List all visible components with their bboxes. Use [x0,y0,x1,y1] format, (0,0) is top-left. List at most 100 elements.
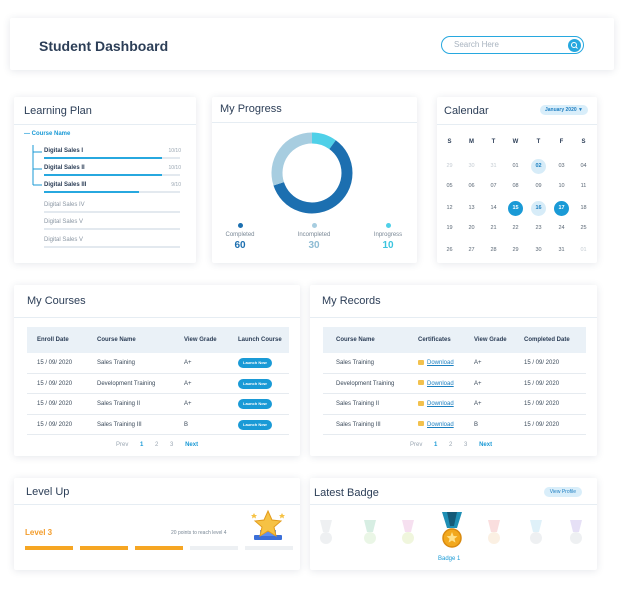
records-table: Course Name Certificates View Grade Comp… [323,327,586,435]
pager-page-1[interactable]: 1 [140,442,144,448]
calendar-day[interactable]: 20 [468,225,475,231]
download-link[interactable]: Download [427,401,454,407]
month-selector[interactable]: January 2020 ▼ [539,105,588,115]
latest-badge-card: Latest Badge View Profile Badge 1 [310,478,597,570]
table-row: Development Training Download A+ 15 / 09/ 2… [323,374,586,394]
launch-now-button[interactable]: Launch Now [238,399,272,409]
launch-cell: Launch Now [238,394,272,414]
pager-next[interactable]: Next [479,442,493,448]
learning-plan-item[interactable]: Digital Sales V [44,237,84,243]
view-grade: A+ [474,401,482,407]
progress-stat: Completed 60 [210,223,270,251]
my-progress-card: My Progress Completed 60 Incompleted 30 Inpr… [212,97,417,263]
progress-stat: Inprogress 10 [358,223,418,251]
search-input[interactable]: Search Here [441,36,584,54]
calendar-day[interactable]: 07 [490,183,497,189]
completed-date: 15 / 09/ 2020 [524,380,560,387]
calendar-day[interactable]: 23 [535,225,542,231]
calendar-day[interactable]: 18 [580,205,587,211]
calendar-day[interactable]: 14 [490,205,497,211]
level-hint: 20 points to reach level 4 [171,530,227,536]
launch-now-button[interactable]: Launch Now [238,419,272,430]
calendar-day[interactable]: 09 [535,183,542,189]
pager-prev[interactable]: Prev [410,442,423,448]
learning-plan-item[interactable]: Digital Sales IV [44,202,85,208]
table-row: Sales Training II Download A+ 15 / 09/ 2020 [323,394,586,415]
learning-plan-item[interactable]: Digital Sales III [44,182,87,188]
calendar-day[interactable]: 24 [558,225,565,231]
divider [310,504,597,505]
stat-label: Inprogress [373,232,403,238]
calendar-day[interactable]: 21 [490,225,497,231]
badge-ghost-icon [402,520,414,544]
calendar-day[interactable]: 31 [558,247,565,253]
pager-page-2[interactable]: 2 [155,442,159,448]
learning-plan-score: 10/10 [168,165,181,171]
launch-now-button[interactable]: Launch Now [238,358,272,368]
progress-title: My Progress [220,103,282,115]
calendar-day[interactable]: 01 [580,247,587,253]
course-name: Sales Training III [97,421,142,428]
tree-connector [32,145,42,186]
calendar-day[interactable]: 02 [531,159,546,174]
donut-slice-inprogress [311,132,336,150]
pager-page-1[interactable]: 1 [434,442,438,448]
page-title: Student Dashboard [39,38,169,54]
calendar-day[interactable]: 27 [468,247,475,253]
table-row: 15 / 09/ 2020 Sales Training III B Launch N… [27,415,289,435]
calendar-day[interactable]: 22 [512,225,519,231]
calendar-card: Calendar January 2020 ▼ S M T W T F S 29 30 31 01 0… [437,97,597,263]
pager-page-2[interactable]: 2 [449,442,453,448]
legend-dot [237,223,243,228]
view-profile-button[interactable]: View Profile [543,487,582,497]
learning-plan-item[interactable]: Digital Sales V [44,219,84,225]
calendar-day[interactable]: 05 [446,183,453,189]
calendar-day[interactable]: 13 [468,205,475,211]
certificate-cell: Download [418,415,454,435]
calendar-day[interactable]: 06 [468,183,475,189]
calendar-day[interactable]: 26 [446,247,453,253]
launch-now-button[interactable]: Launch Now [238,378,272,389]
pager-page-3[interactable]: 3 [464,442,468,448]
col-enroll-date: Enroll Date [37,337,69,343]
legend-dot [311,223,317,228]
course-name: Sales Training [97,360,136,366]
calendar-day[interactable]: 17 [554,201,569,216]
download-link[interactable]: Download [427,380,454,387]
calendar-day[interactable]: 30 [535,247,542,253]
calendar-day[interactable]: 25 [580,225,587,231]
calendar-day[interactable]: 15 [508,201,523,216]
learning-plan-item[interactable]: Digital Sales II [44,165,85,171]
calendar-day[interactable]: 29 [446,163,453,169]
pager-prev[interactable]: Prev [116,442,129,448]
learning-plan-item[interactable]: Digital Sales I [44,148,84,154]
table-row: 15 / 09/ 2020 Sales Training A+ Launch Now [27,353,289,374]
calendar-day[interactable]: 31 [490,163,497,169]
download-link[interactable]: Download [427,360,454,366]
calendar-day[interactable]: 11 [580,183,587,189]
calendar-day[interactable]: 29 [512,247,519,253]
weekday-label: S [447,139,452,145]
launch-cell: Launch Now [238,374,272,394]
calendar-day[interactable]: 30 [468,163,475,169]
search-icon[interactable] [568,39,581,52]
calendar-day[interactable]: 12 [446,205,453,211]
records-pager: Prev 1 2 3 Next [410,442,502,448]
col-launch-course: Launch Course [238,337,282,343]
badge-1-medal-icon[interactable] [440,512,464,552]
calendar-day[interactable]: 28 [490,247,497,253]
download-link[interactable]: Download [427,421,454,428]
pager-page-3[interactable]: 3 [170,442,174,448]
weekday-label: T [491,139,496,145]
calendar-day[interactable]: 10 [558,183,565,189]
calendar-day[interactable]: 01 [512,163,519,169]
calendar-day[interactable]: 04 [580,163,587,169]
calendar-day[interactable]: 03 [558,163,565,169]
calendar-day[interactable]: 19 [446,225,453,231]
calendar-day[interactable]: 08 [512,183,519,189]
progress-bar [44,228,180,230]
progress-donut-chart [271,132,353,214]
calendar-day[interactable]: 16 [531,201,546,216]
course-name-toggle[interactable]: — Course Name [24,131,71,137]
pager-next[interactable]: Next [185,442,199,448]
